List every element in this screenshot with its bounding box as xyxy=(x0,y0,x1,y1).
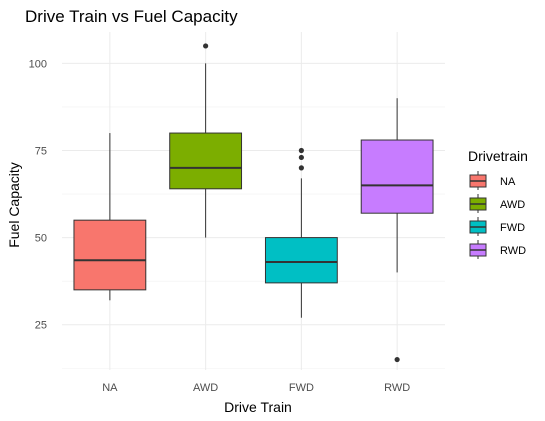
legend-key-awd xyxy=(469,194,487,213)
box-plots xyxy=(73,43,434,363)
legend-title: Drivetrain xyxy=(468,148,528,164)
box-iqr-fwd xyxy=(264,237,338,284)
y-axis-title: Fuel Capacity xyxy=(6,162,22,248)
y-tick-label: 75 xyxy=(35,145,47,157)
x-tick-label-fwd: FWD xyxy=(289,382,314,394)
y-tick-label: 50 xyxy=(35,233,47,245)
box-iqr-na xyxy=(73,219,147,291)
x-tick-label-awd: AWD xyxy=(193,382,218,394)
outlier-point-rwd xyxy=(394,356,400,363)
box-awd xyxy=(169,43,243,238)
y-axis-ticks: 25 50 75 100 xyxy=(29,58,47,331)
outlier-point-fwd xyxy=(298,154,304,161)
legend-label-na: NA xyxy=(500,176,516,188)
outlier-point-awd xyxy=(203,43,209,49)
y-tick-label: 25 xyxy=(35,320,47,332)
legend-key-na xyxy=(469,171,487,190)
legend-key-fwd xyxy=(469,217,487,236)
box-na xyxy=(73,133,147,301)
outlier-point-fwd xyxy=(298,165,304,171)
box-iqr-awd xyxy=(169,132,243,190)
legend-key-rwd xyxy=(469,240,487,259)
y-tick-label: 100 xyxy=(29,58,47,70)
x-axis-title: Drive Train xyxy=(224,399,292,415)
legend-label-rwd: RWD xyxy=(500,245,526,257)
legend-label-fwd: FWD xyxy=(500,222,525,234)
box-fwd xyxy=(264,147,338,318)
x-tick-label-rwd: RWD xyxy=(384,382,410,394)
outlier-point-fwd xyxy=(298,147,304,154)
box-iqr-rwd xyxy=(360,139,434,214)
box-rwd xyxy=(360,98,434,363)
chart-title: Drive Train vs Fuel Capacity xyxy=(25,7,238,26)
legend: Drivetrain NA AWD FWD RWD xyxy=(468,148,528,259)
x-axis-ticks: NA AWD FWD RWD xyxy=(102,382,410,394)
x-tick-label-na: NA xyxy=(102,382,118,394)
legend-label-awd: AWD xyxy=(500,199,525,211)
